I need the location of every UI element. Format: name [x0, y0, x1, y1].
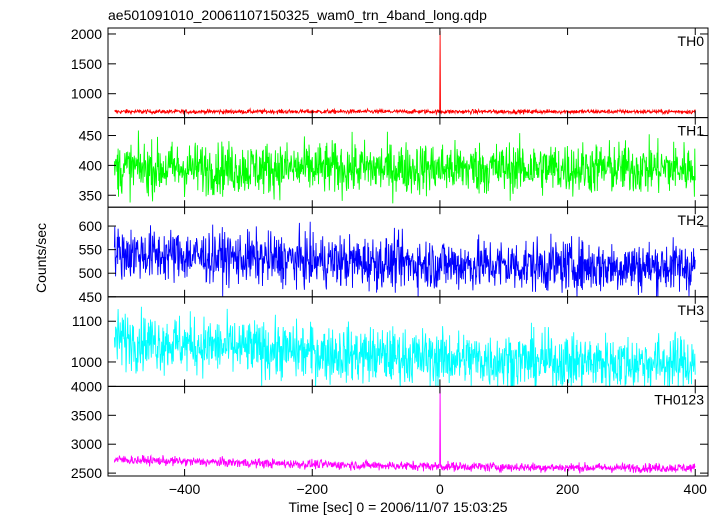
- x-axis-label: Time [sec] 0 = 2006/11/07 15:03:25: [288, 499, 507, 515]
- y-axis-label: Counts/sec: [33, 223, 49, 293]
- y-tick-label: 2000: [71, 26, 102, 42]
- chart-title: ae501091010_20061107150325_wam0_trn_4ban…: [108, 7, 487, 23]
- y-tick-label: 1500: [71, 56, 102, 72]
- panel-label-th0: TH0: [678, 33, 705, 49]
- y-tick-label: 1000: [71, 86, 102, 102]
- y-tick-label: 350: [79, 187, 103, 203]
- series-line-th0: [114, 30, 696, 116]
- y-tick-label: 600: [79, 218, 103, 234]
- x-tick-label: 400: [684, 481, 708, 497]
- panel-label-th0123: TH0123: [654, 391, 704, 407]
- y-tick-label: 4000: [71, 378, 102, 394]
- series-line-th1: [113, 130, 696, 204]
- y-tick-label: 500: [79, 265, 103, 281]
- series-line-th0123: [113, 386, 696, 474]
- y-tick-label: 450: [79, 128, 103, 144]
- x-tick-label: −400: [169, 481, 201, 497]
- panel-frame: [107, 385, 709, 477]
- x-tick-label: 0: [436, 481, 444, 497]
- y-tick-label: 2500: [71, 465, 102, 481]
- panel-label-th1: TH1: [678, 123, 705, 139]
- panel-frame: [107, 27, 709, 119]
- y-tick-label: 400: [79, 157, 103, 173]
- x-tick-label: −200: [296, 481, 328, 497]
- y-tick-label: 1000: [71, 354, 102, 370]
- y-tick-label: 550: [79, 242, 103, 258]
- series-line-th2: [113, 221, 696, 297]
- y-tick-label: 450: [79, 289, 103, 305]
- y-tick-label: 1100: [72, 313, 102, 329]
- y-tick-label: 3500: [71, 407, 102, 423]
- panel-label-th2: TH2: [678, 212, 705, 228]
- y-tick-label: 3000: [71, 436, 102, 452]
- series-line-th3: [113, 306, 696, 387]
- x-tick-label: 200: [556, 481, 580, 497]
- panel-label-th3: TH3: [678, 302, 705, 318]
